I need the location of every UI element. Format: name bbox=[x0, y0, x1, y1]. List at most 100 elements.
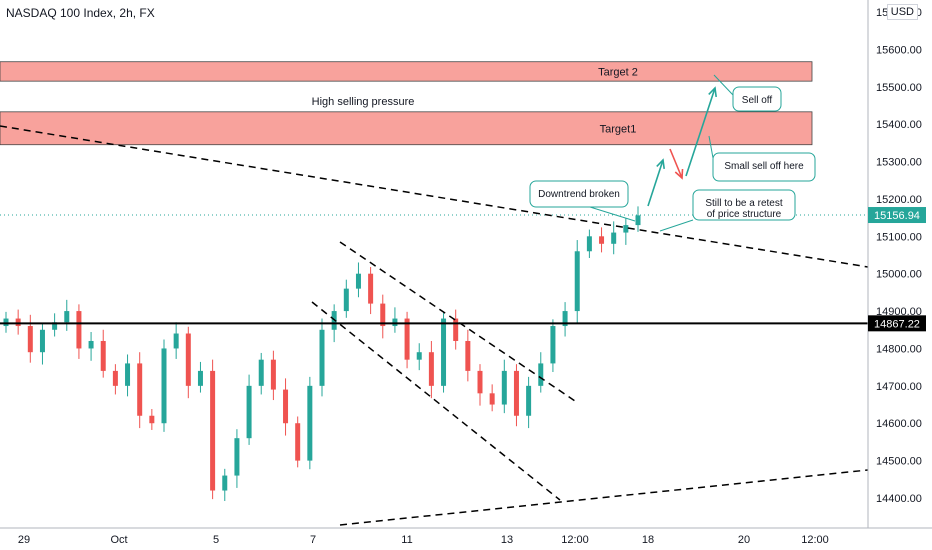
callout-pointer bbox=[589, 206, 636, 222]
x-tick-label: 18 bbox=[642, 534, 654, 546]
y-tick-label: 15500.00 bbox=[876, 82, 922, 94]
zone-label: Target1 bbox=[600, 123, 637, 135]
y-tick-label: 14900.00 bbox=[876, 306, 922, 318]
x-tick-label: 11 bbox=[401, 534, 412, 546]
candle-body bbox=[441, 318, 447, 386]
trend-lines bbox=[0, 125, 869, 526]
small-sell-off-text: Small sell off here bbox=[724, 161, 804, 172]
callout-pointer bbox=[708, 135, 714, 159]
candle-body bbox=[586, 236, 592, 252]
callout-pointer bbox=[659, 219, 694, 232]
downtrend-broken-text: Downtrend broken bbox=[538, 189, 620, 200]
y-tick-label: 14800.00 bbox=[876, 343, 922, 355]
zone-label: Target 2 bbox=[598, 66, 638, 78]
candle-body bbox=[76, 311, 82, 349]
candle-body bbox=[513, 370, 519, 416]
candle-body bbox=[234, 438, 240, 476]
retest-note-box bbox=[692, 189, 796, 221]
candlestick-series bbox=[3, 206, 641, 501]
y-tick-label: 15300.00 bbox=[876, 157, 922, 169]
candle-body bbox=[52, 322, 58, 330]
candle-body bbox=[635, 215, 641, 226]
candle-body bbox=[112, 370, 118, 386]
candle-body bbox=[125, 363, 131, 386]
candle-body bbox=[355, 273, 361, 289]
candle-body bbox=[501, 370, 507, 405]
candle-body bbox=[526, 385, 532, 416]
currency-badge[interactable]: USD bbox=[886, 4, 918, 20]
candle-body bbox=[39, 329, 45, 353]
candle-body bbox=[319, 329, 325, 386]
candle-body bbox=[149, 415, 155, 424]
candle-body bbox=[88, 340, 94, 349]
x-tick-label: 29 bbox=[18, 534, 30, 546]
candle-body bbox=[161, 348, 167, 424]
candle-body bbox=[368, 273, 374, 304]
candle-body bbox=[270, 359, 276, 390]
candle-body bbox=[137, 363, 143, 416]
channel-lower-line bbox=[311, 301, 561, 501]
chart-title: NASDAQ 100 Index, 2h, FX bbox=[6, 6, 155, 20]
retest-note-text: of price structure bbox=[707, 209, 782, 220]
sell-off-box bbox=[732, 86, 782, 112]
candle-body bbox=[64, 311, 70, 323]
x-tick-label: 12:00 bbox=[801, 534, 829, 546]
retest-note-text: Still to be a retest bbox=[705, 198, 782, 209]
down-arrow bbox=[669, 148, 683, 179]
candle-body bbox=[404, 318, 410, 360]
candle-body bbox=[380, 303, 386, 327]
y-tick-label: 14700.00 bbox=[876, 381, 922, 393]
candle-body bbox=[453, 318, 459, 341]
candle-body bbox=[258, 359, 264, 386]
candle-body bbox=[173, 333, 179, 349]
y-tick-label: 14400.00 bbox=[876, 493, 922, 505]
rising-support-line bbox=[339, 469, 869, 526]
candle-body bbox=[562, 311, 568, 327]
candle-body bbox=[489, 393, 495, 405]
small-sell-off-box bbox=[712, 152, 816, 182]
support-price-label-bg bbox=[868, 315, 926, 332]
candle-body bbox=[295, 423, 301, 461]
candle-body bbox=[27, 326, 33, 353]
support-price-label: 14867.22 bbox=[874, 318, 920, 330]
target-zone bbox=[0, 111, 813, 146]
target-zones: Target 2 Target1 High selling pressure bbox=[0, 61, 813, 146]
target-zone bbox=[0, 61, 813, 82]
candle-body bbox=[428, 352, 434, 386]
candle-body bbox=[3, 318, 9, 327]
candle-body bbox=[283, 389, 289, 424]
candle-body bbox=[15, 318, 21, 327]
x-tick-label: 13 bbox=[501, 534, 513, 546]
x-tick-label: 5 bbox=[213, 534, 219, 546]
zone-caption: High selling pressure bbox=[312, 96, 415, 108]
candle-body bbox=[197, 370, 203, 386]
candle-body bbox=[222, 475, 228, 491]
x-tick-label: 12:00 bbox=[561, 534, 589, 546]
up-arrow-head bbox=[656, 158, 666, 170]
x-tick-label: 7 bbox=[310, 534, 316, 546]
candle-body bbox=[100, 340, 106, 371]
x-tick-label: Oct bbox=[110, 534, 127, 546]
candle-body bbox=[599, 236, 605, 244]
y-tick-label: 14500.00 bbox=[876, 456, 922, 468]
candle-body bbox=[623, 225, 629, 233]
y-tick-label: 14600.00 bbox=[876, 418, 922, 430]
sell-off-text: Sell off bbox=[742, 95, 773, 106]
candle-body bbox=[246, 385, 252, 439]
candle-body bbox=[465, 340, 471, 371]
candle-body bbox=[477, 370, 483, 394]
downtrend-line bbox=[0, 125, 869, 268]
up-arrow bbox=[647, 159, 664, 207]
candle-body bbox=[343, 288, 349, 312]
up-arrow-head bbox=[708, 86, 717, 98]
y-tick-label: 15400.00 bbox=[876, 119, 922, 131]
candle-body bbox=[210, 370, 216, 491]
current-price-label-bg bbox=[868, 207, 926, 224]
candle-body bbox=[307, 385, 313, 461]
y-tick-label: 15600.00 bbox=[876, 44, 922, 56]
candle-body bbox=[538, 363, 544, 386]
x-tick-label: 20 bbox=[738, 534, 750, 546]
